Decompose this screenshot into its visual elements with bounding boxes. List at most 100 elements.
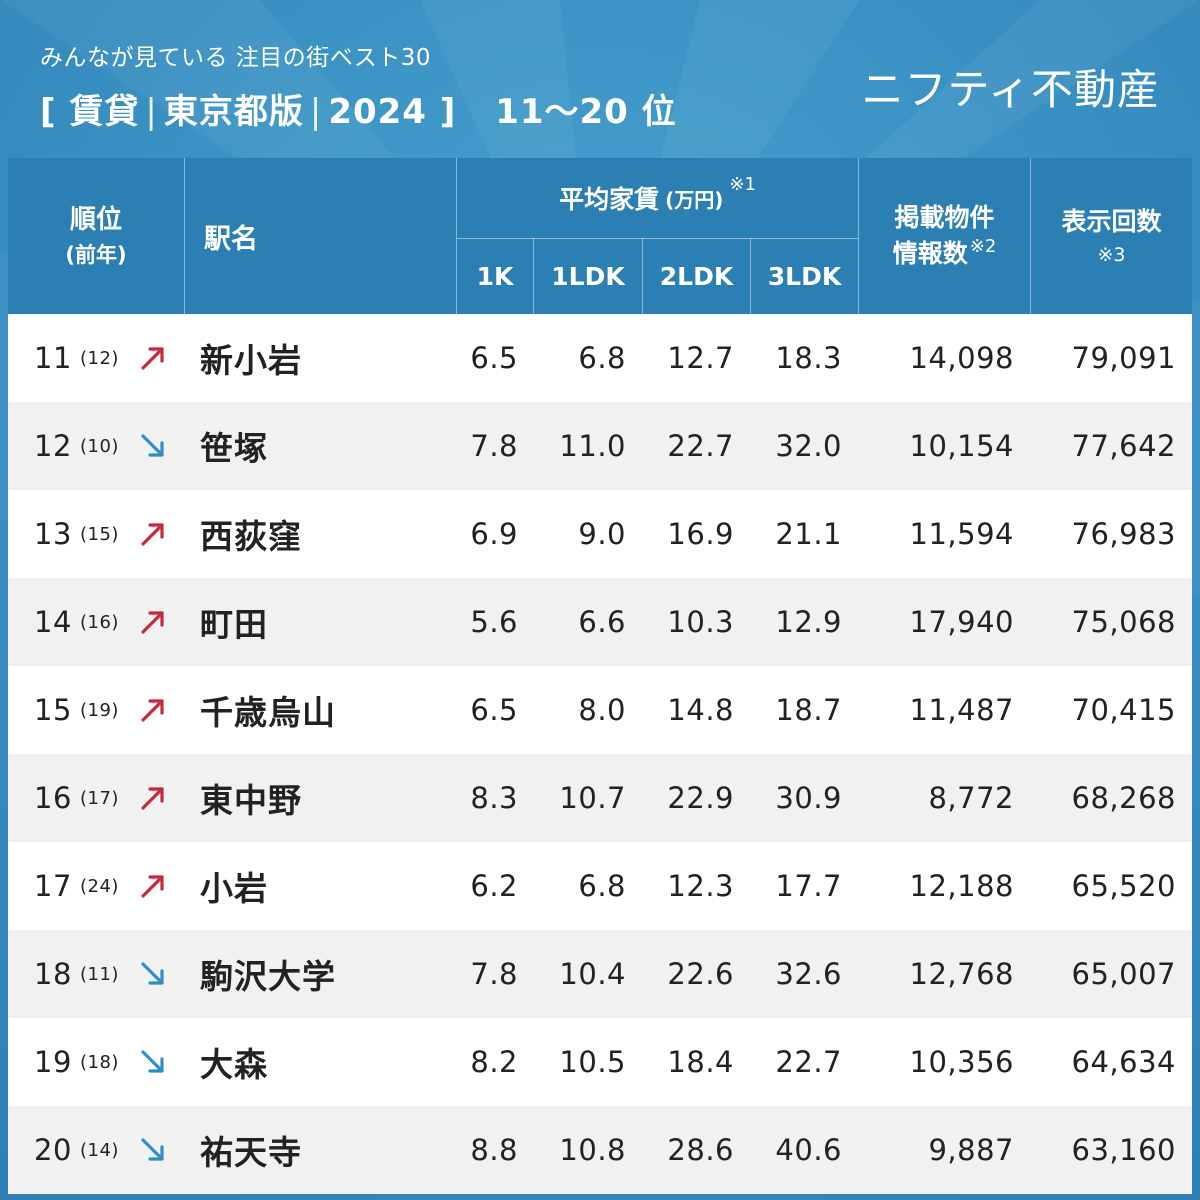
rent-1ldk-cell: 10.4 xyxy=(559,957,626,991)
station-name-cell: 新小岩 xyxy=(200,341,302,380)
rank-cell: 12 xyxy=(34,429,72,463)
rent-3ldk-cell: 30.9 xyxy=(775,781,842,815)
rent-2ldk-cell: 16.9 xyxy=(667,517,734,551)
header-rent-3ldk: 3LDK xyxy=(767,261,842,291)
views-cell: 68,268 xyxy=(1071,781,1176,815)
rent-2ldk-cell: 12.7 xyxy=(667,341,734,375)
rent-1k-cell: 6.5 xyxy=(470,341,518,375)
rent-3ldk-cell: 17.7 xyxy=(775,869,842,903)
header-divider xyxy=(533,238,534,314)
views-cell: 75,068 xyxy=(1071,605,1176,639)
trend-down-arrow-icon xyxy=(133,402,173,490)
listings-cell: 10,356 xyxy=(909,1045,1014,1079)
table-row: 12 (10) 笹塚 7.8 11.0 22.7 32.0 10,154 77,642 xyxy=(8,402,1192,490)
rank-range: 11〜20 位 xyxy=(495,92,677,132)
rent-2ldk-cell: 22.6 xyxy=(667,957,734,991)
title-part-region: 東京都版 xyxy=(163,92,304,132)
table-row: 18 (11) 駒沢大学 7.8 10.4 22.6 32.6 12,768 65,007 xyxy=(8,930,1192,1018)
trend-up-arrow-icon xyxy=(133,314,173,402)
views-cell: 76,983 xyxy=(1071,517,1176,551)
listings-cell: 12,768 xyxy=(909,957,1014,991)
header-divider xyxy=(456,158,457,314)
rent-3ldk-cell: 32.0 xyxy=(775,429,842,463)
prev-rank-cell: (14) xyxy=(80,1139,119,1161)
header-views: 表示回数 ※3 xyxy=(1031,158,1192,314)
header-divider xyxy=(858,158,859,314)
views-cell: 77,642 xyxy=(1071,429,1176,463)
header-rank-prev-label: (前年) xyxy=(65,242,127,267)
title-separator: | xyxy=(309,92,323,132)
rent-2ldk-cell: 22.7 xyxy=(667,429,734,463)
rank-cell: 17 xyxy=(34,869,72,903)
header-rent-1k: 1K xyxy=(476,261,514,291)
listings-cell: 12,188 xyxy=(909,869,1014,903)
header-rank: 順位 (前年) xyxy=(8,158,184,314)
header-rent-1ldk: 1LDK xyxy=(551,261,625,291)
station-name-cell: 大森 xyxy=(200,1045,268,1084)
rank-cell: 19 xyxy=(34,1045,72,1079)
prev-rank-cell: (19) xyxy=(80,699,119,721)
prev-rank-cell: (10) xyxy=(80,435,119,457)
views-cell: 65,007 xyxy=(1071,957,1176,991)
station-name-cell: 町田 xyxy=(200,605,268,644)
rank-cell: 14 xyxy=(34,605,72,639)
rent-1ldk-cell: 6.8 xyxy=(578,341,626,375)
rent-1ldk-cell: 10.7 xyxy=(559,781,626,815)
rank-cell: 11 xyxy=(34,341,72,375)
header-listings-line2: 情報数 xyxy=(892,239,968,268)
header-avg-rent-label: 平均家賃 xyxy=(559,185,660,214)
views-cell: 70,415 xyxy=(1071,693,1176,727)
trend-down-arrow-icon xyxy=(133,930,173,1018)
rent-1k-cell: 6.9 xyxy=(470,517,518,551)
rent-3ldk-cell: 18.3 xyxy=(775,341,842,375)
header-station: 駅名 xyxy=(204,223,258,255)
trend-down-arrow-icon xyxy=(133,1106,173,1194)
prev-rank-cell: (12) xyxy=(80,347,119,369)
rank-cell: 20 xyxy=(34,1133,72,1167)
listings-cell: 14,098 xyxy=(909,341,1014,375)
trend-up-arrow-icon xyxy=(133,666,173,754)
rent-1k-cell: 6.2 xyxy=(470,869,518,903)
prev-rank-cell: (24) xyxy=(80,875,119,897)
prev-rank-cell: (17) xyxy=(80,787,119,809)
views-cell: 65,520 xyxy=(1071,869,1176,903)
listings-cell: 10,154 xyxy=(909,429,1014,463)
header-rank-label: 順位 xyxy=(69,204,122,235)
station-name-cell: 東中野 xyxy=(200,781,302,820)
table-row: 13 (15) 西荻窪 6.9 9.0 16.9 21.1 11,594 76,983 xyxy=(8,490,1192,578)
listings-cell: 9,887 xyxy=(928,1133,1014,1167)
table-row: 16 (17) 東中野 8.3 10.7 22.9 30.9 8,772 68,268 xyxy=(8,754,1192,842)
rent-1ldk-cell: 6.6 xyxy=(578,605,626,639)
header-avg-rent: 平均家賃 (万円) ※1 xyxy=(457,158,858,238)
trend-up-arrow-icon xyxy=(133,490,173,578)
prev-rank-cell: (11) xyxy=(80,963,119,985)
station-name-cell: 笹塚 xyxy=(200,429,268,468)
table-row: 19 (18) 大森 8.2 10.5 18.4 22.7 10,356 64,634 xyxy=(8,1018,1192,1106)
rent-1k-cell: 7.8 xyxy=(470,429,518,463)
rent-2ldk-cell: 22.9 xyxy=(667,781,734,815)
rent-1ldk-cell: 11.0 xyxy=(559,429,626,463)
title-separator: | xyxy=(145,92,158,132)
rent-3ldk-cell: 32.6 xyxy=(775,957,842,991)
header-views-label: 表示回数 xyxy=(1061,207,1162,236)
prev-rank-cell: (18) xyxy=(80,1051,119,1073)
header-avg-rent-note: ※1 xyxy=(729,173,756,195)
station-name-cell: 西荻窪 xyxy=(200,517,302,556)
rent-3ldk-cell: 18.7 xyxy=(775,693,842,727)
header-listings-note: ※2 xyxy=(969,236,997,257)
trend-up-arrow-icon xyxy=(133,754,173,842)
header-listings-line1: 掲載物件 xyxy=(894,202,995,232)
table-row: 11 (12) 新小岩 6.5 6.8 12.7 18.3 14,098 79,091 xyxy=(8,314,1192,402)
trend-up-arrow-icon xyxy=(133,578,173,666)
listings-cell: 11,594 xyxy=(909,517,1014,551)
rent-1k-cell: 5.6 xyxy=(470,605,518,639)
header-rent-2ldk: 2LDK xyxy=(659,261,734,291)
views-cell: 64,634 xyxy=(1071,1045,1176,1079)
rent-2ldk-cell: 14.8 xyxy=(667,693,734,727)
rent-1k-cell: 7.8 xyxy=(470,957,518,991)
table-body: 11 (12) 新小岩 6.5 6.8 12.7 18.3 14,098 79,091 12 (10… xyxy=(8,314,1192,1194)
title-part-rent: [ 賃貸 xyxy=(40,92,140,132)
table-header: 順位 (前年) 駅名 平均家賃 (万円) ※1 1K 1LDK 2LDK 3LDK … xyxy=(8,158,1192,314)
rent-2ldk-cell: 12.3 xyxy=(667,869,734,903)
header-divider xyxy=(184,158,185,314)
